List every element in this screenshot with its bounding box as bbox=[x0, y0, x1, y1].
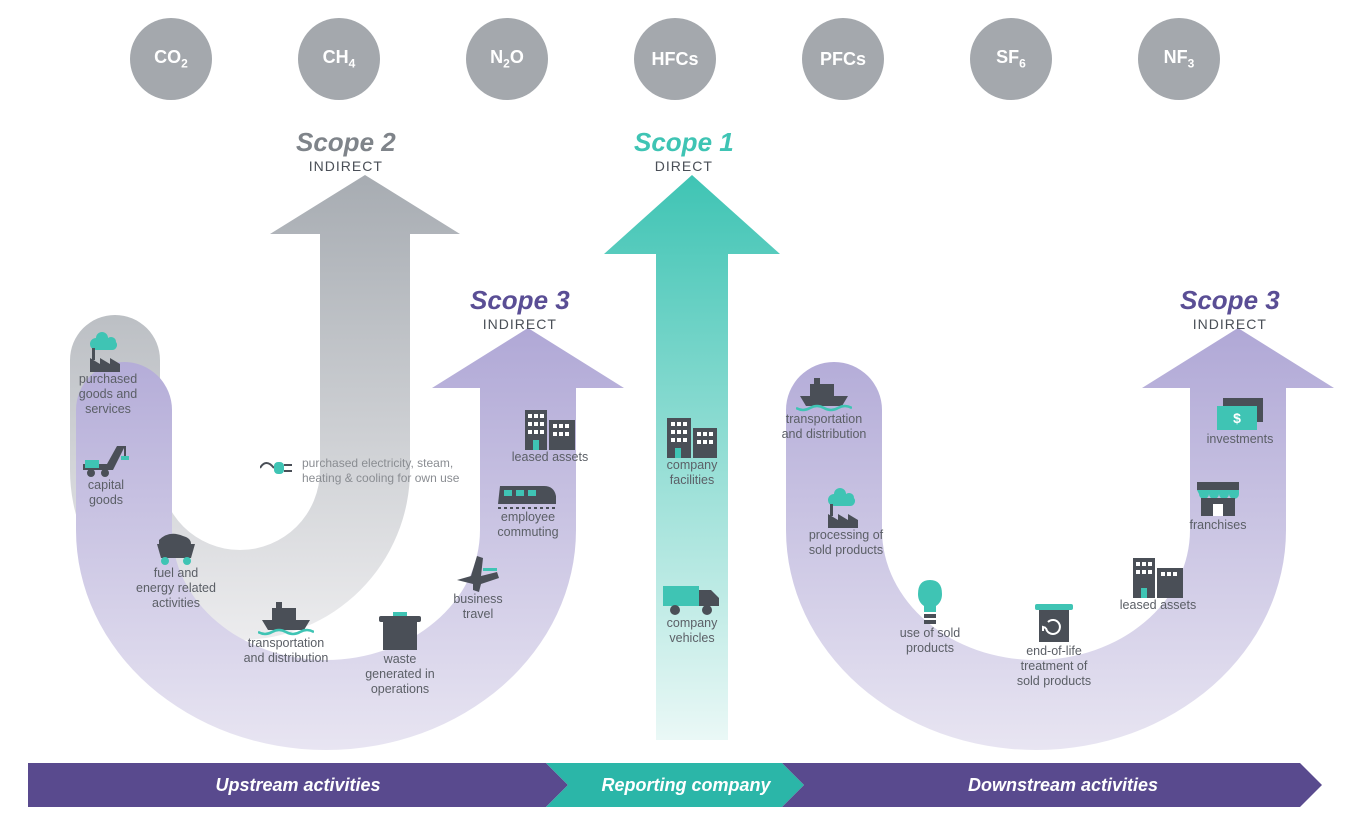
item-label: business travel bbox=[453, 592, 502, 621]
item-label: waste generated in operations bbox=[365, 652, 435, 696]
item-label: leased assets bbox=[512, 450, 588, 464]
item-fuel-energy: fuel and energy related activities bbox=[116, 530, 236, 611]
item-company-facilities: company facilities bbox=[632, 412, 752, 488]
item-label: company facilities bbox=[667, 458, 718, 487]
gas-hfcs: HFCs bbox=[634, 18, 716, 100]
plane-icon bbox=[455, 552, 501, 592]
item-transport-upstream: transportation and distribution bbox=[226, 598, 346, 666]
ship-icon bbox=[796, 374, 852, 412]
svg-text:$: $ bbox=[1233, 410, 1241, 426]
item-purchased-goods: purchased goods and services bbox=[48, 330, 168, 417]
gases-row: CO2 CH4 N2O HFCs PFCs SF6 NF3 bbox=[130, 18, 1220, 100]
item-employee-commuting: employee commuting bbox=[468, 482, 588, 540]
item-label: processing of sold products bbox=[809, 528, 883, 557]
recycle-bin-icon bbox=[1035, 600, 1073, 644]
train-icon bbox=[498, 482, 558, 510]
item-eol: end-of-life treatment of sold products bbox=[994, 600, 1114, 689]
item-label: fuel and energy related activities bbox=[136, 566, 216, 610]
item-label: transportation and distribution bbox=[244, 636, 329, 665]
gas-co2: CO2 bbox=[130, 18, 212, 100]
scope1-heading: Scope 1 DIRECT bbox=[634, 128, 734, 174]
item-label: capital goods bbox=[88, 478, 124, 507]
item-label: investments bbox=[1207, 432, 1274, 446]
buildings-icon bbox=[525, 406, 575, 450]
item-label: employee commuting bbox=[497, 510, 558, 539]
buildings-icon bbox=[1133, 554, 1183, 598]
money-icon: $ bbox=[1215, 398, 1265, 432]
item-leased-assets-down: leased assets bbox=[1098, 554, 1218, 613]
plug-icon bbox=[260, 456, 296, 480]
item-label: company vehicles bbox=[667, 616, 718, 645]
gas-ch4: CH4 bbox=[298, 18, 380, 100]
truck-icon bbox=[663, 582, 721, 616]
item-label: use of sold products bbox=[900, 626, 960, 655]
banner-reporting: Reporting company bbox=[546, 763, 804, 807]
ship-icon bbox=[258, 598, 314, 636]
item-business-travel: business travel bbox=[418, 552, 538, 622]
gas-nf3: NF3 bbox=[1138, 18, 1220, 100]
item-processing: processing of sold products bbox=[786, 486, 906, 558]
item-transport-downstream: transportation and distribution bbox=[764, 374, 884, 442]
item-leased-assets-up: leased assets bbox=[490, 406, 610, 465]
banner-downstream: Downstream activities bbox=[782, 763, 1322, 807]
item-label: franchises bbox=[1190, 518, 1247, 532]
banner-upstream: Upstream activities bbox=[28, 763, 568, 807]
item-waste-ops: waste generated in operations bbox=[340, 612, 460, 697]
diagram-canvas: CO2 CH4 N2O HFCs PFCs SF6 NF3 Scope 2 IN… bbox=[0, 0, 1350, 825]
scope2-heading: Scope 2 INDIRECT bbox=[296, 128, 396, 174]
buildings-icon bbox=[665, 412, 719, 458]
gas-n2o: N2O bbox=[466, 18, 548, 100]
gas-sf6: SF6 bbox=[970, 18, 1052, 100]
bottom-banner: Upstream activities Reporting company Do… bbox=[28, 763, 1322, 807]
factory-cloud-icon bbox=[824, 486, 868, 528]
item-label: purchased electricity, steam, heating & … bbox=[302, 456, 459, 485]
item-company-vehicles: company vehicles bbox=[632, 582, 752, 646]
storefront-icon bbox=[1195, 478, 1241, 518]
gas-pfcs: PFCs bbox=[802, 18, 884, 100]
scope3-right-heading: Scope 3 INDIRECT bbox=[1180, 286, 1280, 332]
item-label: end-of-life treatment of sold products bbox=[1017, 644, 1091, 688]
factory-cloud-icon bbox=[86, 330, 130, 372]
coal-cart-icon bbox=[153, 530, 199, 566]
item-capital-goods: capital goods bbox=[46, 440, 166, 508]
item-franchises: franchises bbox=[1158, 478, 1278, 533]
item-use-of-products: use of sold products bbox=[870, 580, 990, 656]
item-label: transportation and distribution bbox=[782, 412, 867, 441]
crane-icon bbox=[81, 440, 131, 478]
bulb-icon bbox=[914, 580, 946, 626]
item-investments: $ investments bbox=[1180, 398, 1300, 447]
scope3-left-heading: Scope 3 INDIRECT bbox=[470, 286, 570, 332]
gas-co2-label: CO bbox=[154, 47, 181, 67]
item-label: purchased goods and services bbox=[79, 372, 137, 416]
item-label: leased assets bbox=[1120, 598, 1196, 612]
bin-icon bbox=[379, 612, 421, 652]
